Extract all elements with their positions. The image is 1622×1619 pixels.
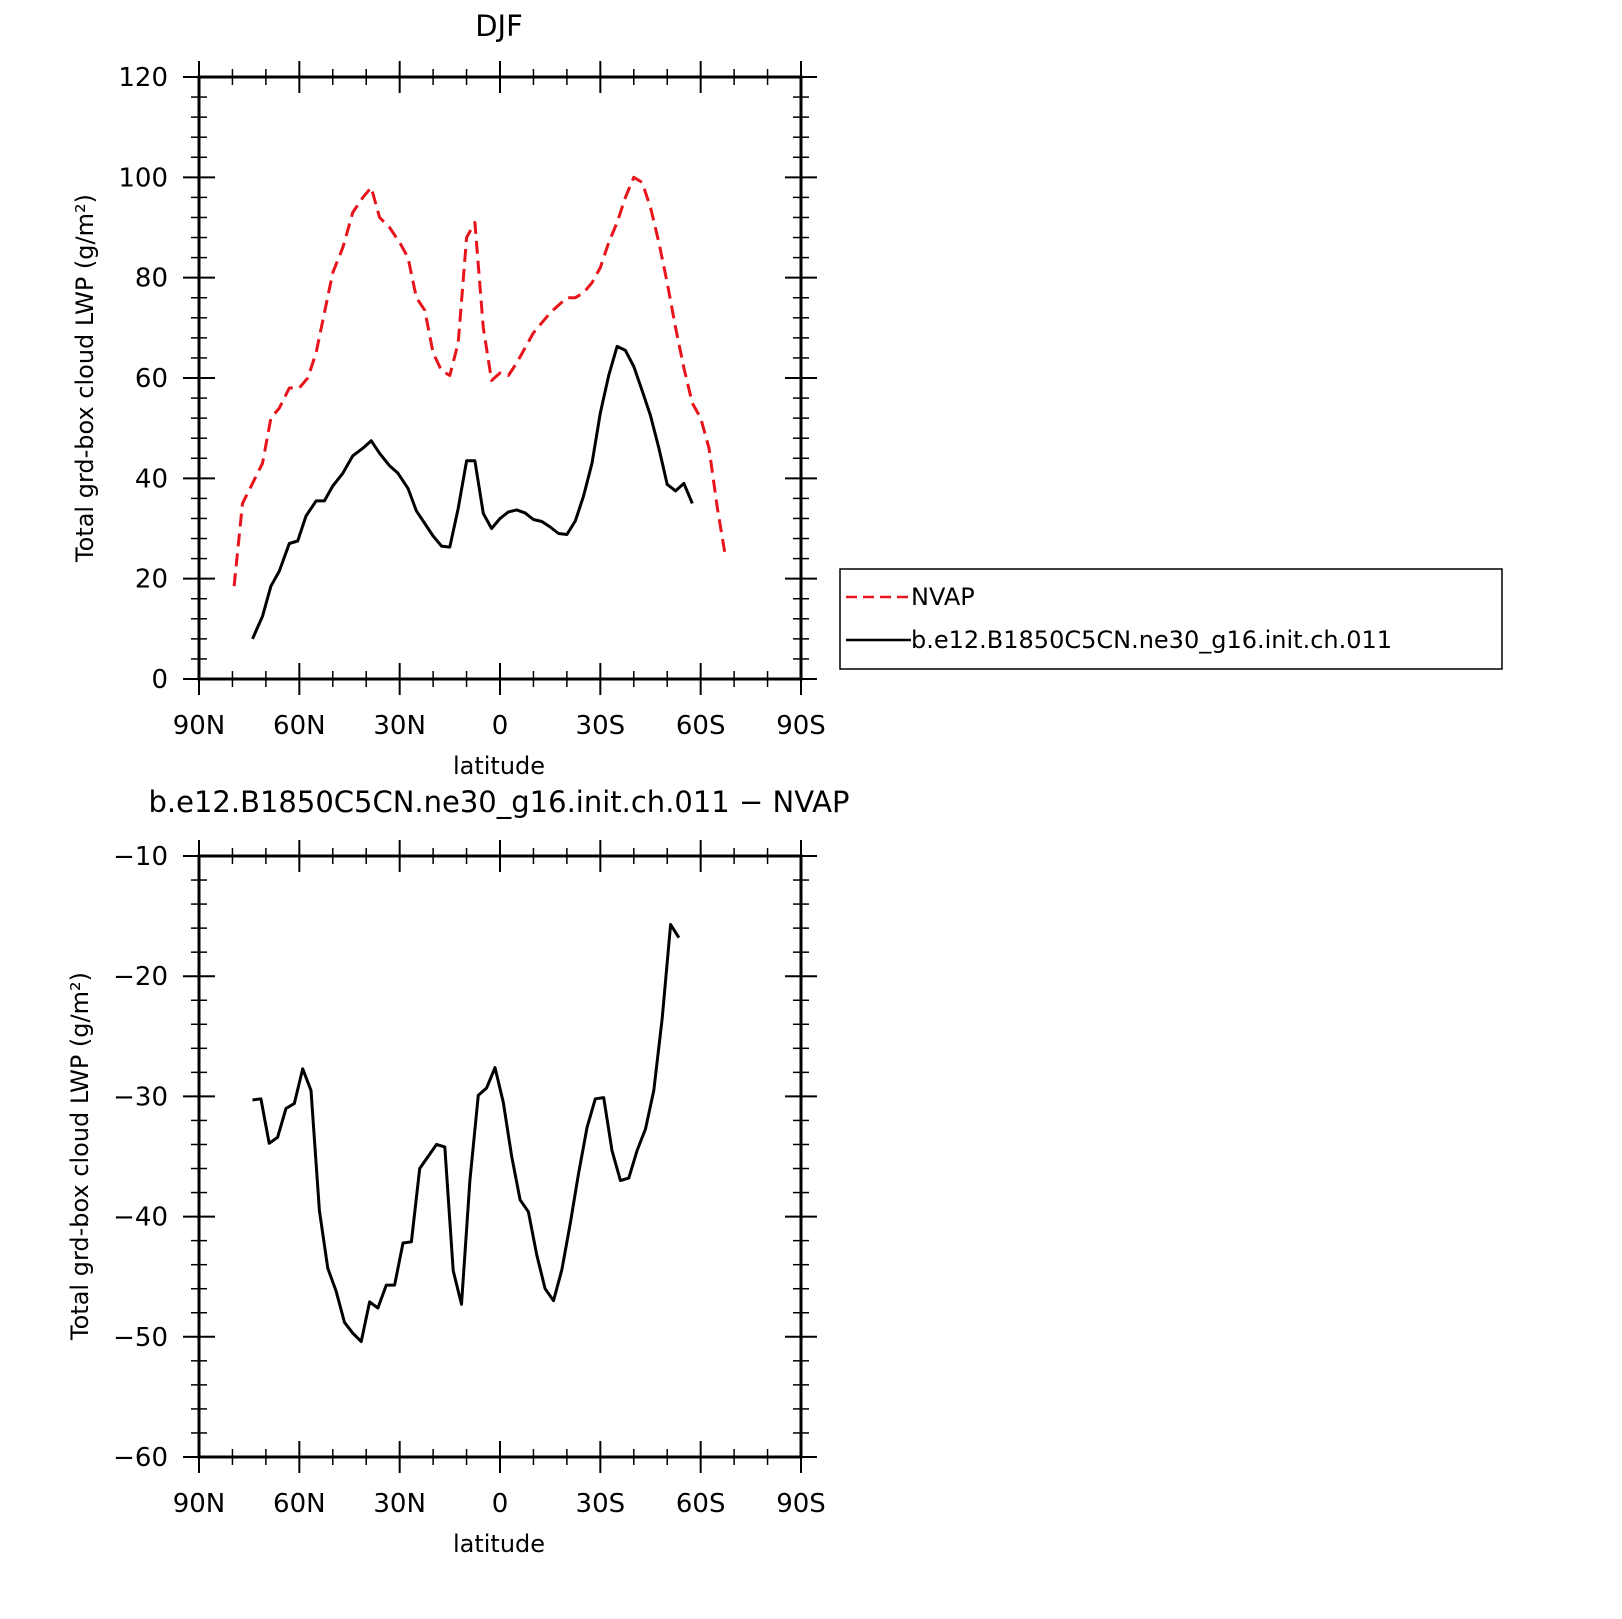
y-tick-label: 20 [135, 565, 168, 595]
x-tick-label: 90S [776, 1489, 826, 1519]
top-y-axis-label: Total grd-box cloud LWP (g/m²) [71, 194, 99, 563]
bottom-series [252, 923, 681, 1344]
bottom-plot-frame [197, 854, 803, 1459]
bottom-x-axis-label: latitude [453, 1530, 545, 1558]
y-tick-label: 0 [151, 665, 168, 695]
y-tick-label: −20 [113, 962, 168, 992]
bottom-panel: b.e12.B1850C5CN.ne30_g16.init.ch.011 − N… [66, 785, 850, 1558]
x-tick-label: 90S [776, 711, 826, 741]
y-tick-label: −10 [113, 842, 168, 872]
bottom-ticks [183, 840, 817, 1473]
x-tick-label: 30S [576, 1489, 626, 1519]
top-legend: NVAP b.e12.B1850C5CN.ne30_g16.init.ch.01… [839, 568, 1503, 670]
y-tick-label: 80 [135, 264, 168, 294]
x-tick-label: 60N [273, 1489, 326, 1519]
x-tick-label: 30N [373, 711, 426, 741]
top-plot-frame [197, 75, 803, 681]
top-chart-title: DJF [475, 9, 523, 43]
x-tick-label: 60N [273, 711, 326, 741]
bottom-y-tick-labels: −60 −50 −40 −30 −20 −10 [113, 842, 168, 1473]
top-x-axis-label: latitude [453, 752, 545, 780]
series-line-model [251, 344, 694, 640]
y-tick-label: −30 [113, 1082, 168, 1112]
x-tick-label: 90N [173, 711, 226, 741]
top-y-tick-labels: 0 20 40 60 80 100 120 [118, 63, 168, 695]
x-tick-label: 0 [492, 1489, 509, 1519]
y-tick-label: 40 [135, 464, 168, 494]
y-tick-label: −60 [113, 1443, 168, 1473]
x-tick-label: 0 [492, 711, 509, 741]
x-tick-label: 30N [373, 1489, 426, 1519]
series-line-difference [252, 923, 681, 1344]
bottom-y-axis-label: Total grd-box cloud LWP (g/m²) [66, 972, 94, 1341]
top-ticks [183, 61, 817, 695]
y-tick-label: −50 [113, 1323, 168, 1353]
top-x-tick-labels: 90N 60N 30N 0 30S 60S 90S [173, 711, 826, 741]
y-tick-label: 120 [118, 63, 168, 93]
top-series [232, 175, 728, 640]
legend-label-model: b.e12.B1850C5CN.ne30_g16.init.ch.011 [911, 626, 1392, 654]
y-tick-label: −40 [113, 1203, 168, 1233]
y-tick-label: 100 [118, 163, 168, 193]
series-line-nvap [232, 175, 728, 587]
x-tick-label: 90N [173, 1489, 226, 1519]
y-tick-label: 60 [135, 364, 168, 394]
legend-box [839, 568, 1503, 670]
legend-label-nvap: NVAP [911, 583, 975, 611]
bottom-x-tick-labels: 90N 60N 30N 0 30S 60S 90S [173, 1489, 826, 1519]
x-tick-label: 60S [676, 711, 726, 741]
x-tick-label: 30S [576, 711, 626, 741]
bottom-chart-title: b.e12.B1850C5CN.ne30_g16.init.ch.011 − N… [148, 785, 849, 819]
x-tick-label: 60S [676, 1489, 726, 1519]
